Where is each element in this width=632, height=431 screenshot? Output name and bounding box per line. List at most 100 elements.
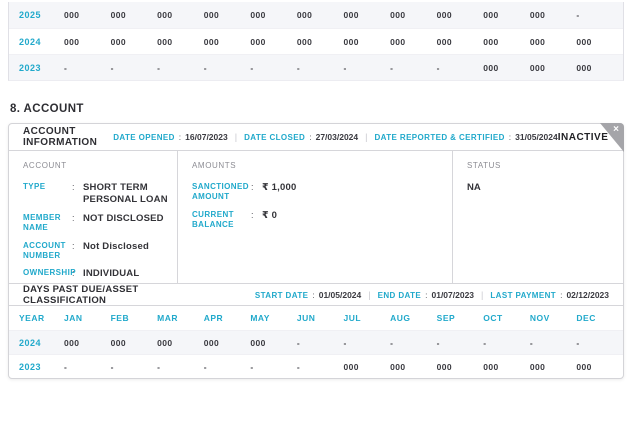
dpd-value-cell: 000 [343,361,359,372]
field-current-balance: CURRENT BALANCE : ₹ 0 [192,210,446,231]
history-row-2023: 2023 - - - - - - - - - 000 000 000 [9,54,623,80]
status-badge: INACTIVE [557,131,609,143]
colon: : [309,132,312,142]
dpd-title: DAYS PAST DUE/ASSET CLASSIFICATION [23,283,139,306]
dpd-value-cell: - [483,337,487,348]
separator: | [234,132,238,142]
month-header-cell: JAN [64,313,83,323]
history-value-cell: 000 [203,10,220,20]
history-value-cell: - [157,62,161,73]
field-type-label: TYPE [23,182,46,191]
history-value-cell: - [390,62,394,73]
dpd-table: YEAR JAN FEB MAR APR MAY JUN JUL AUG SEP OCT NOV DEC… [9,306,623,378]
dpd-value-cell: - [343,337,347,348]
field-type: TYPE : SHORT TERM PERSONAL LOAN [23,182,171,206]
history-value-cell: - [110,62,114,73]
field-ownership: OWNERSHIP : INDIVIDUAL [23,268,171,288]
status-column: STATUS NA [453,151,623,283]
field-ownership-value: INDIVIDUAL [83,268,140,280]
separator: | [481,289,484,300]
date-closed-group: DATE CLOSED : 27/03/2024 [244,132,358,142]
dpd-value-cell: 000 [157,337,173,348]
dpd-value-cell: - [436,337,440,348]
account-info-header: ACCOUNT INFORMATION DATE OPENED : 16/07/… [9,123,624,152]
history-value-cell: - [343,62,347,73]
history-value-cell: - [296,62,301,73]
dpd-value-cell: 000 [64,337,80,348]
field-member-name: MEMBER NAME : NOT DISCLOSED [23,213,171,234]
dpd-year-label: 2023 [19,361,42,372]
history-value-cell: 000 [64,10,80,20]
account-panel: ACCOUNT INFORMATION DATE OPENED : 16/07/… [8,123,624,379]
field-sanctioned-value: ₹ 1,000 [262,182,297,193]
colon: : [560,289,563,300]
history-value-cell: 000 [157,10,173,20]
date-reported-label: DATE REPORTED & CERTIFIED [374,133,505,142]
dpd-value-cell: 000 [529,361,546,372]
month-header-cell: JUN [296,313,316,323]
month-header-cell: MAY [250,313,270,323]
account-detail-columns: ACCOUNT TYPE : SHORT TERM PERSONAL LOAN … [9,151,623,284]
history-value-cell: - [576,10,580,20]
field-account-number: ACCOUNT NUMBER : Not Disclosed [23,241,171,262]
history-value-cell: 000 [529,62,546,73]
history-value-cell: - [203,62,207,73]
last-payment-value: 02/12/2023 [566,289,609,300]
history-value-cell: 000 [296,36,313,47]
date-reported-group: DATE REPORTED & CERTIFIED : 31/05/2024 [374,132,557,142]
dpd-value-cell: - [296,361,301,372]
history-row-2024: 2024 000 000 000 000 000 000 000 000 000 000 000 00… [9,28,623,54]
history-value-cell: 000 [576,36,592,47]
history-value-cell: 000 [343,36,359,47]
field-sanctioned-label: SANCTIONED AMOUNT [192,182,249,202]
month-header-cell: DEC [576,313,596,323]
last-payment-label: LAST PAYMENT [490,290,557,300]
dpd-value-cell: 000 [390,361,406,372]
month-header-cell: AUG [390,313,411,323]
field-type-value: SHORT TERM PERSONAL LOAN [83,182,168,205]
dpd-value-cell: 000 [110,337,126,348]
history-year-label: 2024 [19,36,42,47]
date-closed-label: DATE CLOSED [244,133,306,142]
dpd-value-cell: - [529,337,534,348]
dpd-value-cell: - [576,337,580,348]
history-value-cell: 000 [250,10,266,20]
month-header-cell: JUL [343,313,362,323]
account-column-header: ACCOUNT [23,161,67,170]
dpd-value-cell: - [296,337,301,348]
field-sanctioned-amount: SANCTIONED AMOUNT : ₹ 1,000 [192,182,446,203]
dpd-value-cell: 000 [250,337,266,348]
history-year-label: 2025 [19,10,42,20]
colon: : [178,132,182,142]
panel-title: ACCOUNT INFORMATION [23,126,98,148]
colon: : [72,182,75,192]
month-header-cell: SEP [436,313,456,323]
account-column: ACCOUNT TYPE : SHORT TERM PERSONAL LOAN … [9,151,178,283]
dpd-header: DAYS PAST DUE/ASSET CLASSIFICATION START… [9,284,623,306]
end-date-value: 01/07/2023 [431,289,475,300]
field-ownership-label: OWNERSHIP [23,268,76,278]
history-value-cell: 000 [343,10,359,20]
amounts-column-header: AMOUNTS [192,161,237,170]
history-value-cell: 000 [203,36,220,47]
history-value-cell: 000 [390,10,406,20]
month-header-cell: MAR [157,313,179,323]
report-page: 2025 000 000 000 000 000 000 000 000 000 000 000- … [0,2,632,379]
date-closed-value: 27/03/2024 [315,132,359,142]
history-year-label: 2023 [19,62,42,73]
dpd-value-cell: - [110,361,114,372]
history-value-cell: 000 [436,10,453,20]
dpd-row-2024: 2024 000 000 000 000 000 - - - - - - - [9,330,623,354]
start-date-label: START DATE [254,290,309,300]
field-current-balance-value: ₹ 0 [262,209,278,221]
dpd-value-cell: 000 [436,361,453,372]
start-date-value: 01/05/2024 [318,289,362,300]
history-value-cell: 000 [390,36,406,47]
payment-history-table: 2025 000 000 000 000 000 000 000 000 000 000 000- … [8,2,624,81]
close-icon[interactable]: × [613,124,619,135]
last-payment-group: LAST PAYMENT : 02/12/2023 [490,290,609,300]
dpd-value-cell: - [157,361,161,372]
history-value-cell: 000 [483,10,499,20]
field-member-name-label: MEMBER NAME [23,212,61,233]
colon: : [72,240,75,251]
